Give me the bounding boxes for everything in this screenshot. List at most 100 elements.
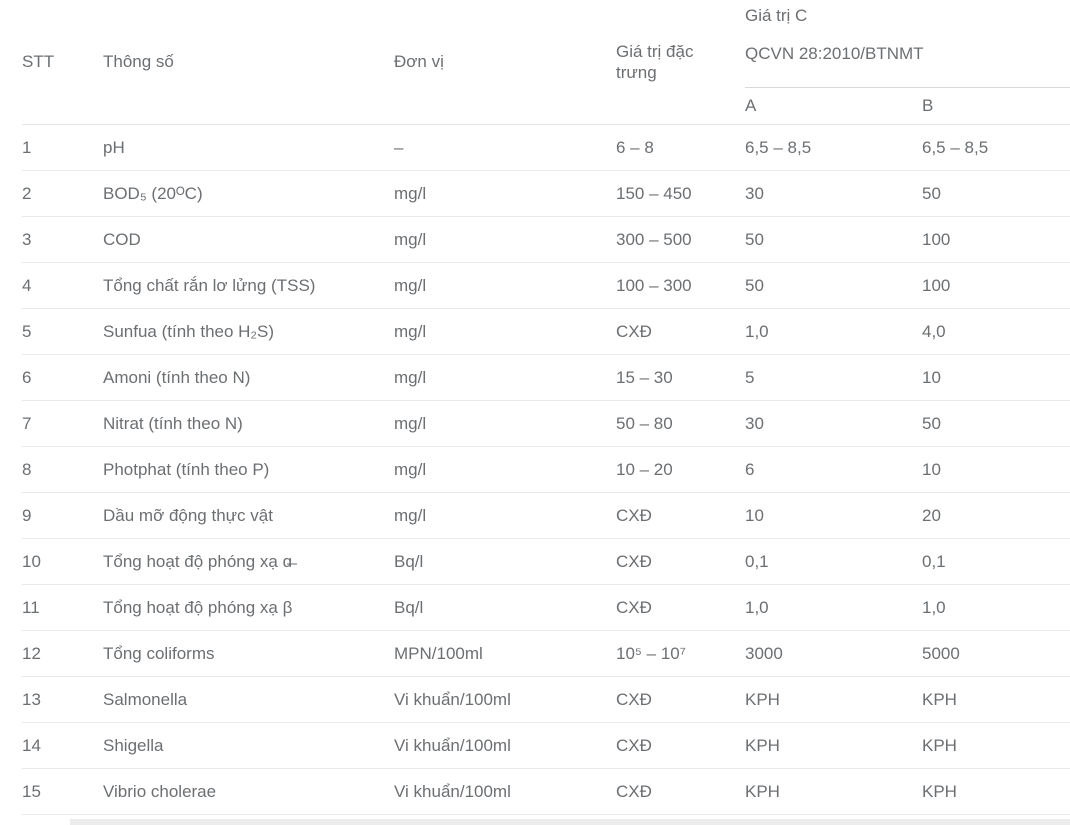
cell-b: 50 — [922, 400, 1070, 447]
cell-unit: Vi khuẩn/100ml — [394, 676, 616, 723]
cell-a: 30 — [745, 400, 922, 447]
cell-param: Shigella — [103, 722, 394, 769]
table-header: STT Thông số Đơn vị Giá trị đặc trưng Gi… — [22, 0, 1070, 125]
header-col-a: A — [745, 87, 922, 125]
cell-unit: – — [394, 124, 616, 171]
cell-b: 5000 — [922, 630, 1070, 677]
cell-unit: mg/l — [394, 492, 616, 539]
cell-stt: 8 — [22, 446, 103, 493]
cell-b: 6,5 – 8,5 — [922, 124, 1070, 171]
cell-b: KPH — [922, 676, 1070, 723]
table-row: 6 Amoni (tính theo N) mg/l 15 – 30 5 10 — [22, 354, 1070, 401]
cell-a: KPH — [745, 722, 922, 769]
cell-a: 1,0 — [745, 584, 922, 631]
cell-b: 50 — [922, 170, 1070, 217]
cell-unit: mg/l — [394, 308, 616, 355]
cell-typical: 15 – 30 — [616, 354, 745, 401]
cell-a: 5 — [745, 354, 922, 401]
cell-b: 1,0 — [922, 584, 1070, 631]
cell-stt: 9 — [22, 492, 103, 539]
cell-unit: Vi khuẩn/100ml — [394, 768, 616, 815]
table-row: 12 Tổng coliforms MPN/100ml 10⁵ – 10⁷ 30… — [22, 630, 1070, 677]
cell-b: 100 — [922, 262, 1070, 309]
table-row: 10 Tổng hoạt độ phóng xạ ɑ̶ Bq/l CXĐ 0,1… — [22, 538, 1070, 585]
cell-a: 1,0 — [745, 308, 922, 355]
table-row: 15 Vibrio cholerae Vi khuẩn/100ml CXĐ KP… — [22, 768, 1070, 815]
cell-param: Nitrat (tính theo N) — [103, 400, 394, 447]
cell-a: 50 — [745, 262, 922, 309]
cell-typical: CXĐ — [616, 308, 745, 355]
cell-b: 10 — [922, 354, 1070, 401]
table-row: 4 Tổng chất rắn lơ lửng (TSS) mg/l 100 –… — [22, 262, 1070, 309]
cell-stt: 7 — [22, 400, 103, 447]
table-row: 13 Salmonella Vi khuẩn/100ml CXĐ KPH KPH — [22, 676, 1070, 723]
cell-unit: mg/l — [394, 446, 616, 493]
table-row: 11 Tổng hoạt độ phóng xạ β Bq/l CXĐ 1,0 … — [22, 584, 1070, 631]
cell-stt: 3 — [22, 216, 103, 263]
cell-unit: mg/l — [394, 354, 616, 401]
cell-typical: 10 – 20 — [616, 446, 745, 493]
cell-a: 6,5 – 8,5 — [745, 124, 922, 171]
cell-typical: CXĐ — [616, 538, 745, 585]
cell-stt: 15 — [22, 768, 103, 815]
cell-a: 3000 — [745, 630, 922, 677]
cell-typical: 100 – 300 — [616, 262, 745, 309]
cell-stt: 12 — [22, 630, 103, 677]
cell-typical: CXĐ — [616, 492, 745, 539]
header-gia-tri-c-group: Giá trị C QCVN 28:2010/BTNMT — [745, 0, 1070, 88]
cell-b: KPH — [922, 722, 1070, 769]
table-body: 1 pH – 6 – 8 6,5 – 8,5 6,5 – 8,5 2 BOD₅ … — [22, 124, 1070, 815]
cell-b: 100 — [922, 216, 1070, 263]
cell-param: Tổng hoạt độ phóng xạ β — [103, 584, 394, 631]
header-don-vi: Đơn vị — [394, 0, 616, 125]
cell-stt: 6 — [22, 354, 103, 401]
table-row: 8 Photphat (tính theo P) mg/l 10 – 20 6 … — [22, 446, 1070, 493]
cell-unit: mg/l — [394, 170, 616, 217]
cell-unit: MPN/100ml — [394, 630, 616, 677]
header-stt: STT — [22, 0, 103, 125]
cell-param: Vibrio cholerae — [103, 768, 394, 815]
cell-b: 20 — [922, 492, 1070, 539]
header-thong-so: Thông số — [103, 0, 394, 125]
cell-a: KPH — [745, 768, 922, 815]
wastewater-parameters-table: STT Thông số Đơn vị Giá trị đặc trưng Gi… — [22, 0, 1070, 815]
cell-stt: 14 — [22, 722, 103, 769]
cell-stt: 13 — [22, 676, 103, 723]
cell-typical: CXĐ — [616, 676, 745, 723]
cell-unit: Vi khuẩn/100ml — [394, 722, 616, 769]
cell-stt: 2 — [22, 170, 103, 217]
cell-b: KPH — [922, 768, 1070, 815]
header-gia-tri-dac-trung: Giá trị đặc trưng — [616, 0, 745, 125]
cell-b: 0,1 — [922, 538, 1070, 585]
table-row: 2 BOD₅ (20ᴼC) mg/l 150 – 450 30 50 — [22, 170, 1070, 217]
cell-a: 10 — [745, 492, 922, 539]
cell-stt: 4 — [22, 262, 103, 309]
table-row: 14 Shigella Vi khuẩn/100ml CXĐ KPH KPH — [22, 722, 1070, 769]
cell-b: 10 — [922, 446, 1070, 493]
cell-param: Salmonella — [103, 676, 394, 723]
cell-a: 30 — [745, 170, 922, 217]
cell-stt: 11 — [22, 584, 103, 631]
cell-stt: 5 — [22, 308, 103, 355]
cell-param: Dầu mỡ động thực vật — [103, 492, 394, 539]
cell-typical: 150 – 450 — [616, 170, 745, 217]
cell-stt: 10 — [22, 538, 103, 585]
table-row: 3 COD mg/l 300 – 500 50 100 — [22, 216, 1070, 263]
header-gia-tri-c: Giá trị C — [745, 6, 808, 25]
cell-a: KPH — [745, 676, 922, 723]
table-row: 5 Sunfua (tính theo H₂S) mg/l CXĐ 1,0 4,… — [22, 308, 1070, 355]
cell-unit: Bq/l — [394, 584, 616, 631]
cell-unit: mg/l — [394, 400, 616, 447]
cell-unit: mg/l — [394, 216, 616, 263]
cell-typical: CXĐ — [616, 722, 745, 769]
table-row: 1 pH – 6 – 8 6,5 – 8,5 6,5 – 8,5 — [22, 124, 1070, 171]
cell-param: BOD₅ (20ᴼC) — [103, 170, 394, 217]
cell-b: 4,0 — [922, 308, 1070, 355]
cell-stt: 1 — [22, 124, 103, 171]
cell-unit: mg/l — [394, 262, 616, 309]
cell-param: COD — [103, 216, 394, 263]
cell-param: Photphat (tính theo P) — [103, 446, 394, 493]
cell-typical: 50 – 80 — [616, 400, 745, 447]
cell-typical: 300 – 500 — [616, 216, 745, 263]
